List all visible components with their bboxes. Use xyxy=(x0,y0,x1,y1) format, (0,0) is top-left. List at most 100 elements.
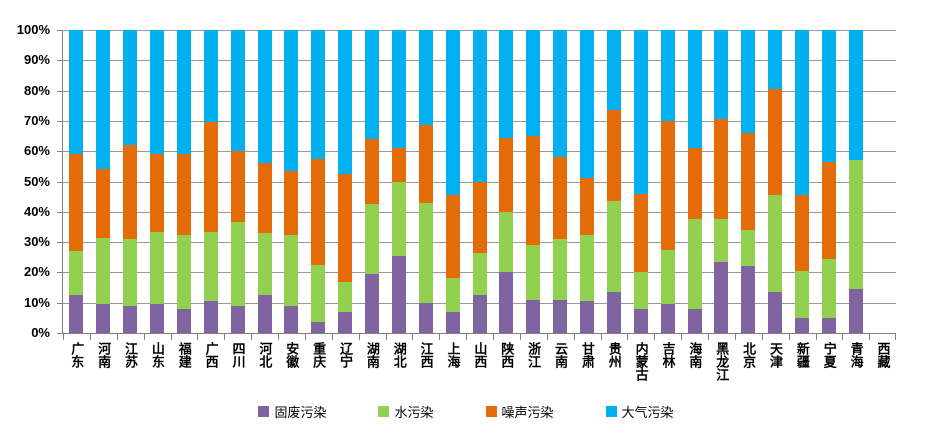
legend: 固废污染 水污染 噪声污染 大气污染 xyxy=(0,401,932,421)
y-axis-tick xyxy=(57,120,63,122)
category-河北: 河北 xyxy=(251,30,278,368)
x-axis-label: 新疆 xyxy=(794,342,810,368)
category-内蒙古: 内蒙古 xyxy=(627,30,654,381)
bar-segment-固废污染 xyxy=(311,322,326,333)
x-axis-tick xyxy=(143,334,145,340)
category-浙江: 浙江 xyxy=(519,30,547,368)
bar-segment-水污染 xyxy=(284,234,299,306)
bar-辽宁 xyxy=(338,30,353,333)
bar-陕西 xyxy=(499,30,514,333)
bar-segment-大气污染 xyxy=(660,30,675,121)
bar-贵州 xyxy=(606,30,621,333)
x-axis-label: 贵州 xyxy=(606,342,622,368)
bar-segment-噪声污染 xyxy=(472,181,487,253)
x-axis-label: 宁夏 xyxy=(821,342,837,368)
bar-湖北 xyxy=(391,30,406,333)
bar-segment-大气污染 xyxy=(633,30,648,194)
y-axis-label: 90% xyxy=(23,52,50,68)
x-axis-label: 北京 xyxy=(741,342,757,368)
bar-segment-固废污染 xyxy=(499,272,514,333)
bar-segment-噪声污染 xyxy=(257,163,272,234)
bar-segment-固废污染 xyxy=(606,292,621,333)
bar-segment-固废污染 xyxy=(391,255,406,333)
y-axis-tick xyxy=(57,181,63,183)
bar-segment-噪声污染 xyxy=(150,154,165,232)
x-axis-tick xyxy=(251,334,253,340)
bar-segment-水污染 xyxy=(687,219,702,309)
bar-segment-大气污染 xyxy=(123,30,138,146)
x-axis-label: 陕西 xyxy=(499,342,515,368)
bar-segment-大气污染 xyxy=(526,30,541,137)
category-湖南: 湖南 xyxy=(358,30,386,368)
x-axis-tick xyxy=(627,334,629,340)
bar-segment-固废污染 xyxy=(69,295,84,333)
y-axis-label: 60% xyxy=(23,143,50,159)
bar-segment-噪声污染 xyxy=(365,139,380,205)
x-axis-tick xyxy=(761,334,763,340)
x-axis-label: 河北 xyxy=(257,342,273,368)
bar-segment-固废污染 xyxy=(580,301,595,333)
y-axis-label: 30% xyxy=(23,234,50,250)
bar-segment-大气污染 xyxy=(311,30,326,159)
category-湖北: 湖北 xyxy=(385,30,413,368)
bar-segment-大气污染 xyxy=(741,30,756,134)
x-axis-tick xyxy=(224,334,226,340)
y-axis-label: 80% xyxy=(23,82,50,98)
bar-segment-大气污染 xyxy=(821,30,836,162)
bar-segment-噪声污染 xyxy=(203,122,218,232)
bar-segment-固废污染 xyxy=(741,266,756,333)
bar-segment-水污染 xyxy=(499,211,514,273)
legend-label-air: 大气污染 xyxy=(621,404,674,420)
category-吉林: 吉林 xyxy=(654,30,681,368)
bar-吉林 xyxy=(660,30,675,333)
bar-segment-水污染 xyxy=(257,233,272,296)
bar-江苏 xyxy=(123,30,138,333)
y-axis-label: 20% xyxy=(23,264,50,280)
bar-segment-大气污染 xyxy=(499,30,514,138)
category-上海: 上海 xyxy=(439,30,466,368)
bar-segment-大气污染 xyxy=(338,30,353,174)
bar-云南 xyxy=(553,30,568,333)
bar-segment-固废污染 xyxy=(633,308,648,333)
bar-segment-水污染 xyxy=(714,219,729,262)
bar-segment-水污染 xyxy=(365,204,380,274)
bar-segment-水污染 xyxy=(203,231,218,302)
x-axis-label: 上海 xyxy=(445,342,461,368)
y-axis-label: 40% xyxy=(23,203,50,219)
bar-segment-水污染 xyxy=(526,245,541,300)
bar-湖南 xyxy=(365,30,380,333)
x-axis-tick xyxy=(412,334,414,340)
x-axis-label: 四川 xyxy=(230,342,246,368)
bar-segment-固废污染 xyxy=(123,305,138,333)
category-天津: 天津 xyxy=(761,30,789,368)
bar-segment-大气污染 xyxy=(472,30,487,182)
bar-segment-大气污染 xyxy=(580,30,595,179)
bar-西藏 xyxy=(876,30,890,333)
y-axis-tick xyxy=(57,242,63,244)
bar-segment-噪声污染 xyxy=(821,161,836,259)
bar-segment-水污染 xyxy=(150,231,165,305)
y-axis-tick xyxy=(57,302,63,304)
bar-segment-噪声污染 xyxy=(311,158,326,265)
bar-segment-大气污染 xyxy=(795,30,810,196)
bar-segment-噪声污染 xyxy=(96,169,111,238)
category-山西: 山西 xyxy=(466,30,493,368)
x-axis-label: 西藏 xyxy=(875,342,891,368)
category-云南: 云南 xyxy=(546,30,574,368)
x-axis-label: 山东 xyxy=(149,342,165,368)
bar-segment-大气污染 xyxy=(365,30,380,140)
bar-重庆 xyxy=(311,30,326,333)
legend-item-noise: 噪声污染 xyxy=(485,402,554,421)
bar-segment-大气污染 xyxy=(150,30,165,155)
bar-segment-水污染 xyxy=(338,281,353,312)
bar-segment-大气污染 xyxy=(391,30,406,149)
y-axis-tick xyxy=(57,272,63,274)
x-axis-label: 甘肃 xyxy=(579,342,595,368)
x-axis-label: 青海 xyxy=(848,342,864,368)
bar-segment-噪声污染 xyxy=(526,136,541,246)
legend-label-solid-waste: 固废污染 xyxy=(274,404,327,420)
bar-segment-噪声污染 xyxy=(580,178,595,235)
y-axis-label: 10% xyxy=(23,294,50,310)
bar-segment-水污染 xyxy=(848,160,863,290)
